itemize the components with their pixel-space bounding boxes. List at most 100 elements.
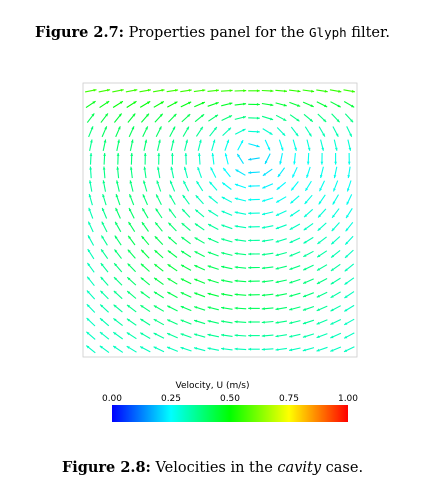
velocity-arrow-head [170, 180, 173, 184]
velocity-arrow-head [194, 347, 198, 350]
velocity-arrow-head [283, 103, 287, 107]
velocity-arrow-head [261, 239, 265, 243]
velocity-glyph-plot [80, 80, 360, 360]
velocity-arrow-head [306, 174, 309, 178]
velocity-arrow-head [302, 348, 306, 352]
velocity-arrow-head [200, 126, 203, 130]
velocity-arrow-head [309, 118, 313, 122]
velocity-arrow-head [317, 254, 321, 258]
velocity-arrow-head [92, 101, 96, 104]
velocity-arrow-head [256, 103, 260, 106]
velocity-arrow-head [221, 347, 225, 351]
caption-text: Properties panel for the [128, 25, 305, 41]
velocity-arrow-head [280, 147, 284, 151]
velocity-arrow-head [171, 153, 174, 156]
velocity-arrow-head [261, 348, 265, 351]
velocity-arrow-head [100, 304, 104, 308]
velocity-arrow-head [182, 194, 186, 199]
velocity-arrow-head [248, 293, 252, 297]
velocity-arrow-head [262, 199, 266, 202]
velocity-arrow-head [290, 213, 294, 217]
velocity-arrow-head [294, 147, 297, 151]
velocity-arrow-head [330, 322, 334, 325]
velocity-arrow-head [234, 197, 238, 201]
velocity-arrow-head [330, 335, 334, 339]
velocity-arrow-head [318, 214, 322, 218]
velocity-arrow-head [185, 139, 188, 143]
velocity-arrow-head [276, 186, 280, 190]
velocity-arrow-head [99, 332, 103, 335]
velocity-arrow-head [126, 318, 130, 322]
velocity-arrow-head [289, 294, 293, 297]
colorbar-gradient [112, 405, 348, 422]
velocity-arrow-head [256, 130, 260, 134]
velocity-arrow-head [140, 305, 144, 308]
velocity-arrow-head [248, 225, 252, 229]
velocity-arrow-head [89, 166, 92, 170]
velocity-arrow-head [262, 185, 266, 189]
velocity-arrow-head [167, 250, 171, 254]
velocity-arrow-head [196, 181, 200, 185]
velocity-arrow-head [215, 102, 219, 105]
velocity-arrow-head [221, 252, 225, 255]
velocity-arrow-head [213, 127, 217, 131]
velocity-arrow-head [181, 264, 185, 268]
velocity-arrow-head [113, 318, 117, 322]
velocity-arrow-head [199, 139, 202, 143]
velocity-arrow-head [207, 320, 211, 323]
velocity-arrow-head [131, 126, 135, 130]
velocity-arrow-head [168, 208, 172, 212]
velocity-arrow-head [334, 161, 337, 165]
velocity-arrow-head [282, 132, 286, 136]
velocity-arrow-head [335, 133, 339, 137]
velocity-arrow-head [140, 346, 144, 350]
velocity-arrow-head [156, 194, 159, 198]
velocity-arrow-head [103, 153, 106, 156]
velocity-arrow-head [141, 236, 145, 240]
velocity-arrow-head [127, 304, 131, 308]
velocity-arrow-head [141, 249, 145, 253]
velocity-arrow-head [156, 166, 160, 170]
velocity-arrow-head [174, 101, 178, 105]
velocity-arrow-head [234, 265, 238, 269]
velocity-arrow-head [346, 201, 350, 205]
velocity-arrow-head [311, 89, 315, 93]
velocity-arrow-head [89, 153, 93, 156]
velocity-arrow-head [320, 161, 324, 165]
velocity-arrow-head [242, 116, 246, 119]
velocity-arrow-head [349, 133, 352, 137]
velocity-arrow-head [337, 104, 341, 108]
velocity-arrow-head [303, 254, 307, 257]
velocity-arrow-head [100, 276, 104, 280]
velocity-arrow-head [143, 153, 147, 156]
velocity-arrow-head [248, 320, 252, 324]
velocity-arrow-head [153, 333, 157, 336]
velocity-arrow-head [333, 175, 337, 179]
velocity-arrow-head [194, 333, 198, 337]
velocity-arrow-head [289, 253, 293, 257]
colorbar-title: Velocity, U (m/s) [175, 381, 250, 391]
velocity-arrow-head [194, 223, 198, 227]
velocity-arrow-head [346, 214, 349, 219]
velocity-arrow-head [140, 291, 144, 295]
velocity-arrow-head [134, 88, 138, 92]
velocity-arrow-head [347, 188, 350, 192]
velocity-arrow-head [279, 161, 282, 165]
velocity-arrow-head [101, 249, 104, 253]
velocity-arrow-head [330, 281, 334, 285]
velocity-arrow-head [292, 174, 295, 178]
velocity-arrow-head [283, 118, 287, 121]
velocity-arrow-head [221, 210, 225, 214]
velocity-arrow-head [289, 267, 293, 270]
velocity-arrow-head [317, 267, 321, 271]
figure-label: Figure 2.8: [61, 459, 151, 476]
velocity-arrow-head [119, 101, 123, 104]
velocity-arrow-head [248, 157, 252, 161]
velocity-arrow-head [113, 290, 117, 294]
velocity-arrow-head [183, 180, 186, 184]
velocity-arrow-head [208, 224, 212, 227]
velocity-arrow-head [221, 196, 225, 200]
velocity-arrow-head [211, 153, 215, 157]
velocity-arrow-head [105, 113, 108, 117]
velocity-arrow-head [153, 319, 157, 322]
